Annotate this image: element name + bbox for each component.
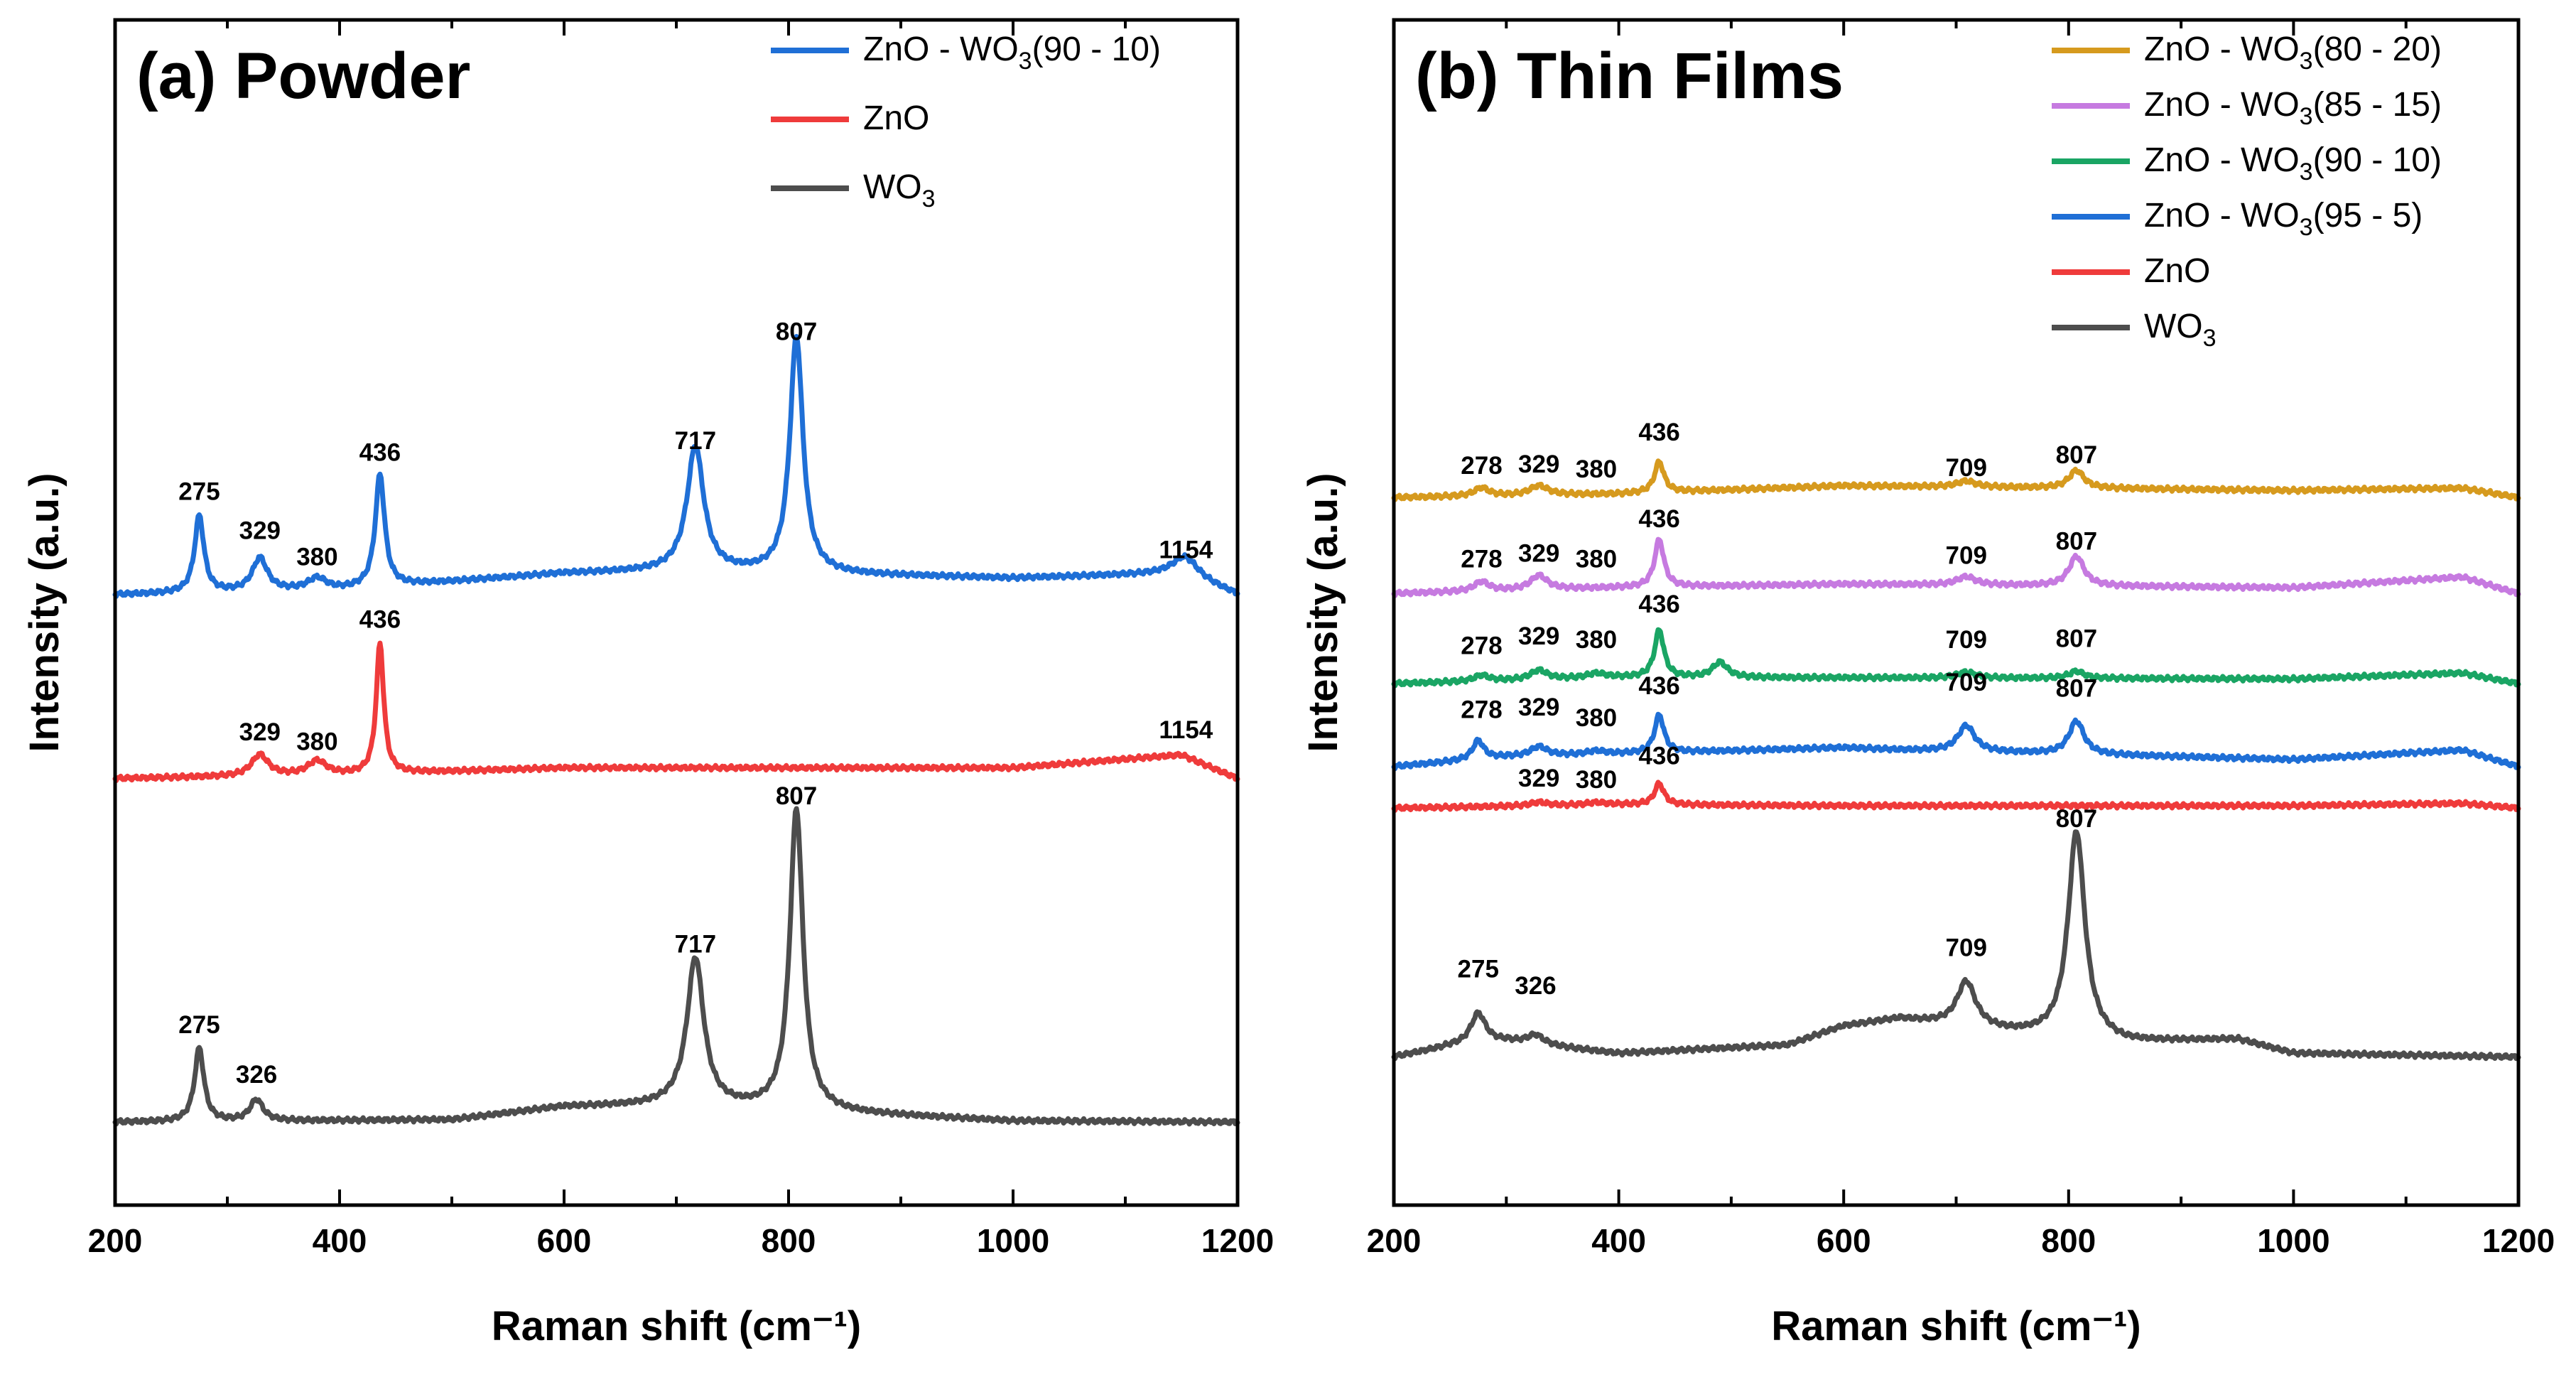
peak-label: 278: [1461, 696, 1502, 723]
legend-label: WO3: [2144, 308, 2217, 352]
peak-label: 807: [2056, 528, 2097, 556]
x-tick-label: 600: [537, 1222, 592, 1259]
x-tick-label: 400: [1591, 1222, 1646, 1259]
peak-label: 436: [1638, 505, 1679, 533]
x-tick-label: 200: [1367, 1222, 1422, 1259]
legend-label: ZnO - WO3(90 - 10): [2144, 141, 2442, 185]
peak-label: 436: [1638, 743, 1679, 770]
peak-label: 329: [239, 718, 281, 746]
peak-label: 329: [1518, 539, 1559, 567]
x-tick-label: 400: [313, 1222, 367, 1259]
series-line-wo3: [1391, 829, 2521, 1062]
peak-label: 436: [359, 438, 401, 466]
peak-label: 709: [1946, 934, 1987, 962]
peak-label: 329: [1518, 765, 1559, 792]
x-tick-label: 800: [762, 1222, 816, 1259]
x-tick-label: 1200: [1201, 1222, 1274, 1259]
legend-label: ZnO - WO3(95 - 5): [2144, 197, 2423, 241]
peak-label: 436: [1638, 672, 1679, 700]
panel-title: (a) Powder: [136, 40, 470, 112]
legend-label: WO3: [863, 168, 936, 212]
peak-label: 278: [1461, 546, 1502, 573]
x-tick-label: 800: [2041, 1222, 2096, 1259]
peak-label: 275: [1458, 956, 1499, 983]
panel-title: (b) Thin Films: [1415, 40, 1844, 112]
legend-label: ZnO - WO3(85 - 15): [2144, 86, 2442, 130]
series-line-zno-wo3-80-20-: [1391, 458, 2521, 502]
legend: ZnO - WO3(90 - 10) ZnO WO3: [771, 31, 1161, 212]
peak-label: 807: [2056, 625, 2097, 652]
peak-label: 380: [1576, 546, 1617, 573]
peak-label: 380: [1576, 626, 1617, 654]
peak-label: 329: [1518, 694, 1559, 721]
series-line-zno-wo3-90-10-: [112, 334, 1240, 599]
peak-label: 275: [178, 1011, 220, 1039]
peak-label: 278: [1461, 452, 1502, 480]
peak-label: 807: [776, 782, 817, 810]
series-line-wo3: [112, 806, 1240, 1127]
panel-thin-films: 278 329 380 436 709 807 278 329 380 436 709 807 278 3…: [1300, 18, 2555, 1349]
peak-label: 326: [1515, 972, 1556, 1000]
legend-label: ZnO - WO3(80 - 20): [2144, 31, 2442, 75]
x-tick-label: 1000: [977, 1222, 1049, 1259]
peak-label: 380: [1576, 766, 1617, 794]
series-line-zno: [112, 640, 1240, 783]
x-tick-label: 600: [1817, 1222, 1871, 1259]
peak-label: 709: [1946, 669, 1987, 696]
peak-label: 380: [296, 543, 337, 571]
peak-label: 807: [2056, 805, 2097, 833]
series-line-zno-wo3-95-5-: [1391, 711, 2521, 772]
y-axis-title: Intensity (a.u.): [21, 473, 67, 752]
legend-label: ZnO: [2144, 252, 2210, 290]
peak-label: 709: [1946, 626, 1987, 654]
peak-label: 380: [1576, 455, 1617, 483]
peak-label: 329: [239, 517, 281, 545]
peak-label: 709: [1946, 542, 1987, 570]
peak-label: 807: [2056, 441, 2097, 469]
x-tick-label: 1200: [2482, 1222, 2555, 1259]
peak-label: 436: [1638, 419, 1679, 446]
peak-label: 1154: [1159, 536, 1213, 563]
peak-label: 329: [1518, 622, 1559, 650]
peak-label: 436: [359, 606, 401, 634]
series-line-zno-wo3-85-15-: [1391, 536, 2521, 598]
series-line-zno: [1391, 779, 2521, 813]
peak-label: 807: [776, 318, 817, 345]
peak-label: 436: [1638, 590, 1679, 618]
peak-label: 380: [1576, 704, 1617, 732]
x-tick-label: 1000: [2257, 1222, 2329, 1259]
series-line-zno-wo3-90-10-: [1391, 627, 2521, 689]
legend-label: ZnO: [863, 99, 929, 137]
peak-label: 807: [2056, 674, 2097, 702]
peak-label: 329: [1518, 450, 1559, 478]
legend: ZnO - WO3(80 - 20) ZnO - WO3(85 - 15) ZnO …: [2052, 31, 2442, 352]
legend-label: ZnO - WO3(90 - 10): [863, 31, 1161, 75]
peak-label: 709: [1946, 454, 1987, 482]
panel-powder: 275 329 380 436 717 807 1154 436 329 380 1154 807 71…: [21, 18, 1274, 1349]
peak-label: 1154: [1159, 716, 1213, 744]
x-axis-title: Raman shift (cm⁻¹): [492, 1303, 861, 1349]
y-axis-title: Intensity (a.u.): [1300, 473, 1346, 752]
peak-label: 278: [1461, 632, 1502, 659]
peak-label: 326: [236, 1061, 277, 1089]
x-axis-title: Raman shift (cm⁻¹): [1771, 1303, 2141, 1349]
peak-label: 275: [178, 478, 220, 506]
peak-label: 380: [296, 728, 337, 755]
plot-frame: [113, 18, 1240, 1207]
peak-label: 717: [675, 427, 716, 455]
x-tick-label: 200: [88, 1222, 143, 1259]
peak-label: 717: [675, 931, 716, 959]
